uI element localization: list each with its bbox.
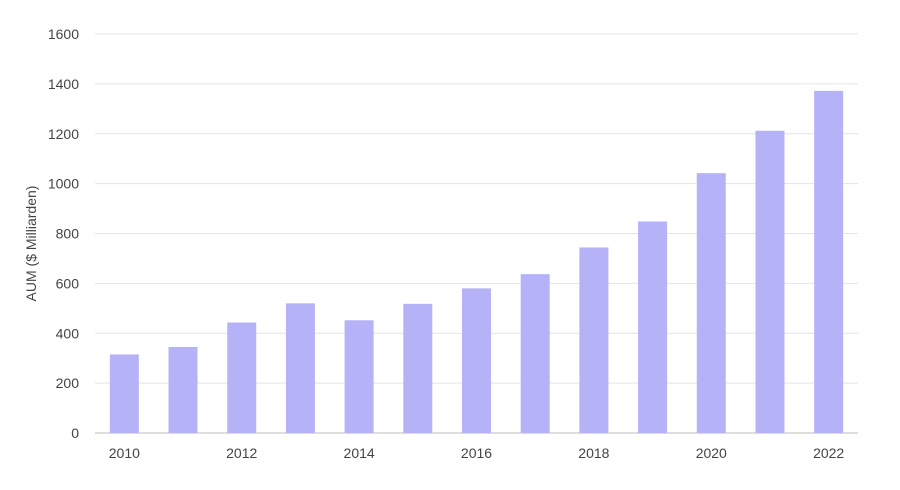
y-axis-title: AUM ($ Milliarden) <box>23 186 39 302</box>
bar-2019 <box>638 221 668 433</box>
y-tick-label: 1600 <box>48 26 79 42</box>
x-tick-label: 2018 <box>578 445 609 461</box>
bar-2018 <box>579 247 609 433</box>
bar-2017 <box>520 274 550 433</box>
bar-2022 <box>814 90 844 434</box>
bar-2011 <box>168 346 198 433</box>
bar-2010 <box>109 354 139 433</box>
x-tick-label: 2020 <box>696 445 727 461</box>
bars <box>109 90 844 434</box>
y-tick-label: 400 <box>56 325 80 341</box>
gridlines <box>95 33 858 434</box>
x-tick-label: 2016 <box>461 445 492 461</box>
y-tick-label: 1000 <box>48 176 79 192</box>
bar-2012 <box>227 322 257 433</box>
y-tick-label: 800 <box>56 226 80 242</box>
x-tick-label: 2010 <box>109 445 140 461</box>
y-tick-label: 1400 <box>48 76 79 92</box>
y-tick-label: 1200 <box>48 126 79 142</box>
x-axis-ticks: 2010 2012 2014 2016 2018 2020 2022 <box>109 445 845 461</box>
y-tick-label: 600 <box>56 275 80 291</box>
y-tick-label: 0 <box>71 425 79 441</box>
bar-2015 <box>403 303 433 433</box>
x-tick-label: 2022 <box>813 445 844 461</box>
y-axis-ticks: 0 200 400 600 800 1000 1200 1400 1600 <box>48 26 79 441</box>
bar-2013 <box>285 303 315 433</box>
y-tick-label: 200 <box>56 375 80 391</box>
x-tick-label: 2014 <box>344 445 375 461</box>
bar-2016 <box>462 288 491 433</box>
bar-2020 <box>696 173 726 433</box>
x-tick-label: 2012 <box>226 445 257 461</box>
bar-2021 <box>755 130 785 433</box>
bar-2014 <box>344 320 374 433</box>
